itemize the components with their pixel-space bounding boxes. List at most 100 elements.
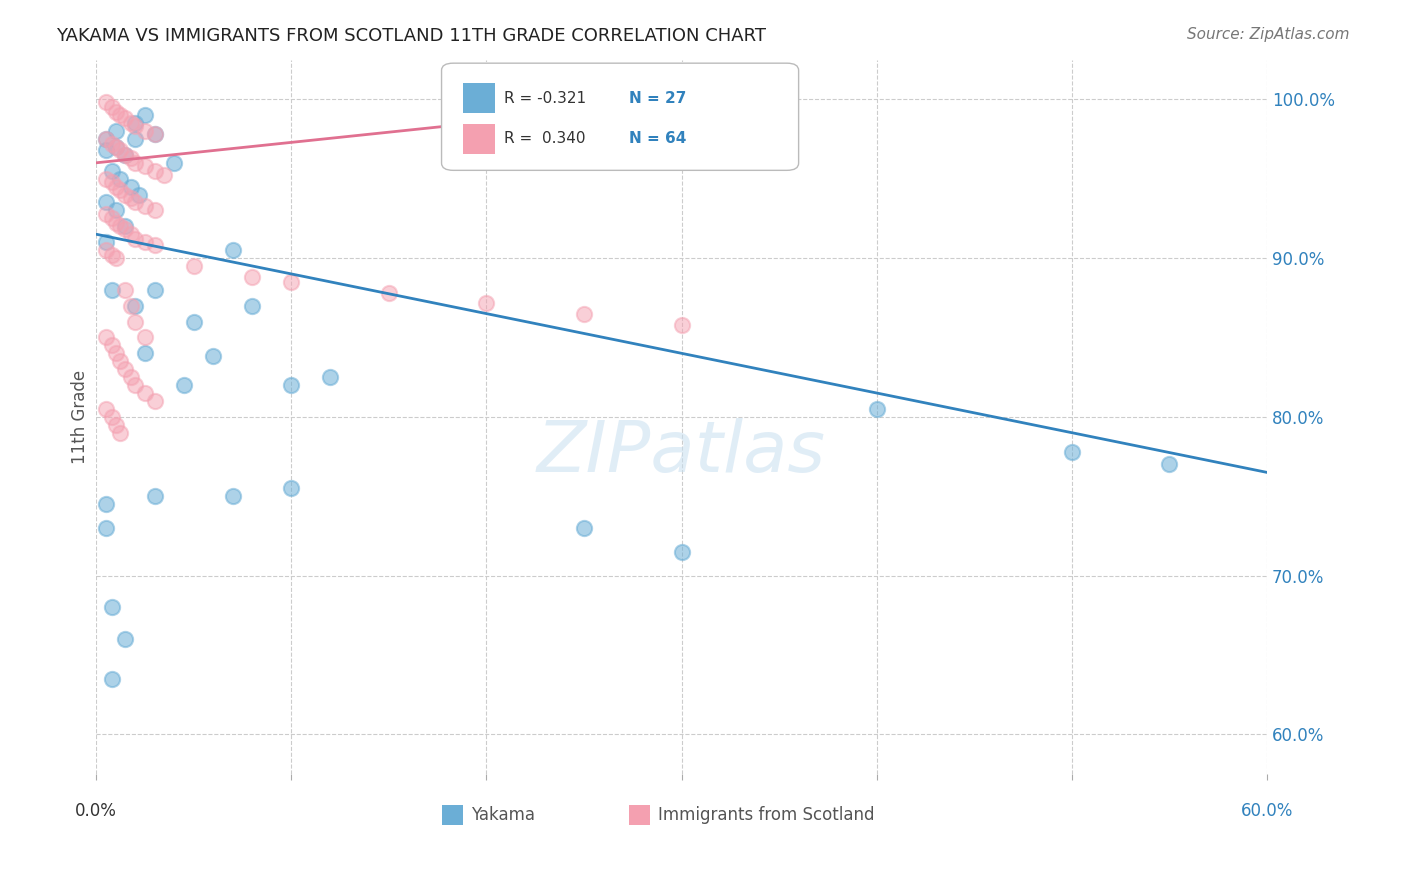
Point — [572, 521, 595, 535]
Point — [104, 124, 127, 138]
Point — [134, 199, 156, 213]
Point — [202, 350, 225, 364]
Point — [378, 285, 401, 300]
Point — [101, 100, 124, 114]
Point — [94, 143, 117, 157]
Point — [94, 243, 117, 257]
Point — [240, 299, 263, 313]
Point — [94, 132, 117, 146]
FancyBboxPatch shape — [441, 63, 799, 170]
Point — [143, 489, 166, 503]
Point — [94, 401, 117, 416]
Point — [114, 222, 136, 236]
Point — [104, 140, 127, 154]
Point — [101, 175, 124, 189]
Point — [108, 219, 131, 234]
Point — [94, 171, 117, 186]
Point — [183, 314, 205, 328]
Point — [671, 318, 693, 332]
Point — [143, 127, 166, 141]
Point — [114, 219, 136, 234]
Point — [94, 497, 117, 511]
Point — [124, 378, 146, 392]
Point — [114, 187, 136, 202]
Point — [120, 370, 142, 384]
Point — [120, 179, 142, 194]
Point — [101, 672, 124, 686]
Bar — [441, 805, 463, 825]
Point — [114, 112, 136, 126]
Point — [114, 632, 136, 646]
Point — [134, 235, 156, 249]
Point — [108, 425, 131, 440]
Point — [108, 171, 131, 186]
Point — [101, 136, 124, 151]
Text: N = 27: N = 27 — [628, 91, 686, 105]
Point — [108, 183, 131, 197]
Point — [108, 354, 131, 368]
Point — [101, 163, 124, 178]
Point — [134, 386, 156, 401]
Text: 60.0%: 60.0% — [1240, 802, 1294, 820]
Bar — [628, 805, 650, 825]
Text: ZIPatlas: ZIPatlas — [537, 418, 827, 487]
Point — [104, 179, 127, 194]
Point — [124, 314, 146, 328]
Point — [222, 489, 245, 503]
Point — [153, 169, 176, 183]
Point — [104, 105, 127, 120]
Point — [124, 132, 146, 146]
Point — [280, 481, 302, 495]
Text: R = -0.321: R = -0.321 — [503, 91, 586, 105]
Point — [128, 187, 150, 202]
Point — [1159, 458, 1181, 472]
Point — [222, 243, 245, 257]
Text: YAKAMA VS IMMIGRANTS FROM SCOTLAND 11TH GRADE CORRELATION CHART: YAKAMA VS IMMIGRANTS FROM SCOTLAND 11TH … — [56, 27, 766, 45]
Point — [94, 521, 117, 535]
Point — [104, 417, 127, 432]
Point — [124, 120, 146, 134]
Text: R =  0.340: R = 0.340 — [503, 131, 585, 146]
Point — [866, 401, 889, 416]
Text: N = 64: N = 64 — [628, 131, 686, 146]
Point — [183, 259, 205, 273]
Point — [120, 116, 142, 130]
Point — [120, 299, 142, 313]
Point — [124, 195, 146, 210]
Point — [280, 275, 302, 289]
Point — [114, 148, 136, 162]
Point — [104, 203, 127, 218]
Point — [1060, 444, 1083, 458]
Point — [572, 307, 595, 321]
Point — [280, 378, 302, 392]
Point — [94, 195, 117, 210]
Point — [94, 206, 117, 220]
Point — [319, 370, 342, 384]
Point — [114, 148, 136, 162]
Point — [143, 203, 166, 218]
Point — [143, 127, 166, 141]
Point — [124, 232, 146, 246]
Point — [104, 140, 127, 154]
Point — [108, 108, 131, 122]
Point — [104, 346, 127, 360]
Point — [94, 132, 117, 146]
Point — [120, 191, 142, 205]
Point — [120, 151, 142, 165]
Point — [134, 330, 156, 344]
Point — [134, 108, 156, 122]
Text: Yakama: Yakama — [471, 806, 534, 824]
Point — [124, 156, 146, 170]
Point — [104, 251, 127, 265]
Point — [108, 143, 131, 157]
Text: Source: ZipAtlas.com: Source: ZipAtlas.com — [1187, 27, 1350, 42]
Point — [101, 338, 124, 352]
Point — [134, 346, 156, 360]
Point — [101, 283, 124, 297]
Text: 0.0%: 0.0% — [76, 802, 117, 820]
Point — [114, 283, 136, 297]
Point — [134, 124, 156, 138]
Point — [143, 163, 166, 178]
Point — [143, 393, 166, 408]
Point — [104, 216, 127, 230]
